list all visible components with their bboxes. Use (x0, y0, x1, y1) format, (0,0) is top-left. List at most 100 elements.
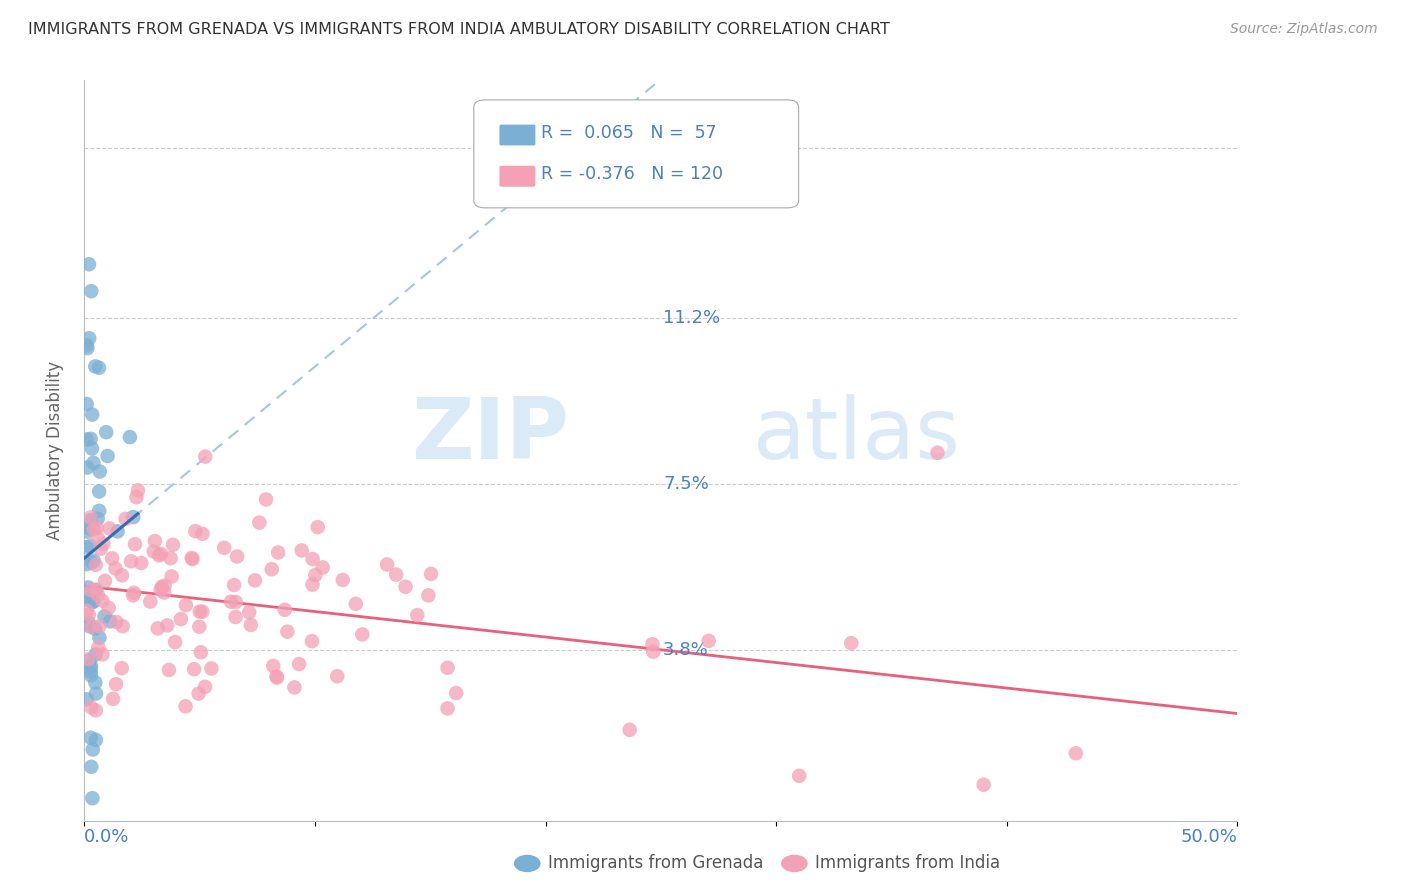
Point (184, 524, 207, 538)
Point (165, 635, 187, 649)
Point (84, 583, 107, 598)
Point (149, 582, 172, 597)
Point (86, 511, 108, 525)
Point (89, 484, 111, 499)
Point (226, 549, 249, 564)
Point (927, 446, 949, 460)
Text: Immigrants from India: Immigrants from India (815, 855, 1001, 872)
Point (301, 552, 323, 566)
Point (101, 551, 124, 566)
Point (973, 778, 995, 792)
Point (1064, 747, 1087, 761)
Point (90, 541, 112, 556)
Point (266, 671, 288, 685)
Point (89, 465, 111, 479)
Point (288, 657, 311, 671)
Point (76, 433, 98, 447)
Point (301, 634, 323, 648)
Point (79, 661, 101, 675)
Point (120, 554, 142, 568)
Point (79, 619, 101, 633)
Point (436, 701, 458, 715)
Point (82, 456, 104, 470)
Point (76, 341, 98, 355)
Text: R = -0.376   N = 120: R = -0.376 N = 120 (541, 166, 723, 184)
Text: 7.5%: 7.5% (664, 475, 709, 493)
Point (150, 547, 173, 561)
Point (84, 648, 107, 662)
Point (86, 531, 108, 545)
Point (262, 659, 284, 673)
Point (77, 652, 100, 666)
Point (107, 524, 129, 539)
Y-axis label: Ambulatory Disability: Ambulatory Disability (45, 361, 63, 540)
Point (77, 581, 100, 595)
Point (76, 692, 98, 706)
Point (222, 578, 245, 592)
Point (76, 604, 98, 618)
Point (153, 578, 176, 592)
Point (76, 460, 98, 475)
Point (307, 520, 329, 534)
Point (375, 558, 398, 572)
Point (87, 588, 110, 602)
Point (80, 513, 103, 527)
Point (80, 668, 103, 682)
Point (187, 687, 209, 701)
Point (101, 691, 124, 706)
Point (291, 543, 314, 558)
Point (619, 723, 641, 737)
Point (127, 483, 149, 498)
Point (283, 681, 305, 695)
Point (84, 359, 107, 374)
Point (159, 551, 181, 566)
Point (129, 556, 152, 570)
Point (254, 492, 277, 507)
Point (143, 534, 166, 549)
Point (89, 619, 111, 633)
Point (156, 618, 179, 632)
Point (77, 654, 100, 668)
Point (84, 622, 107, 636)
Point (194, 450, 217, 464)
Point (93, 609, 115, 624)
Text: Source: ZipAtlas.com: Source: ZipAtlas.com (1230, 22, 1378, 37)
Point (181, 552, 204, 566)
Point (274, 603, 297, 617)
Point (160, 569, 183, 583)
Point (444, 686, 467, 700)
Point (139, 594, 162, 608)
Point (82, 595, 104, 609)
Point (122, 586, 145, 600)
Point (420, 566, 443, 581)
Point (418, 588, 440, 602)
Point (162, 538, 184, 552)
Text: 3.8%: 3.8% (664, 641, 709, 659)
Point (238, 605, 260, 619)
Point (80, 700, 103, 714)
Point (267, 545, 290, 559)
Text: ZIP: ZIP (411, 394, 568, 477)
Point (191, 605, 214, 619)
Point (98, 521, 121, 535)
Point (188, 620, 211, 634)
Point (77, 593, 100, 607)
Point (142, 544, 165, 558)
Point (191, 526, 214, 541)
Point (697, 633, 720, 648)
Point (122, 588, 145, 602)
Point (114, 512, 136, 526)
Point (94, 574, 117, 588)
Point (219, 595, 242, 609)
Point (76, 338, 98, 352)
Point (80, 284, 103, 298)
Point (77, 607, 100, 622)
Point (394, 580, 416, 594)
Point (80, 619, 103, 633)
Point (84, 703, 107, 717)
Text: IMMIGRANTS FROM GRENADA VS IMMIGRANTS FROM INDIA AMBULATORY DISABILITY CORRELATI: IMMIGRANTS FROM GRENADA VS IMMIGRANTS FR… (28, 22, 890, 37)
Point (82, 594, 104, 608)
Point (82, 791, 104, 805)
Point (96, 425, 118, 440)
Point (301, 577, 323, 591)
